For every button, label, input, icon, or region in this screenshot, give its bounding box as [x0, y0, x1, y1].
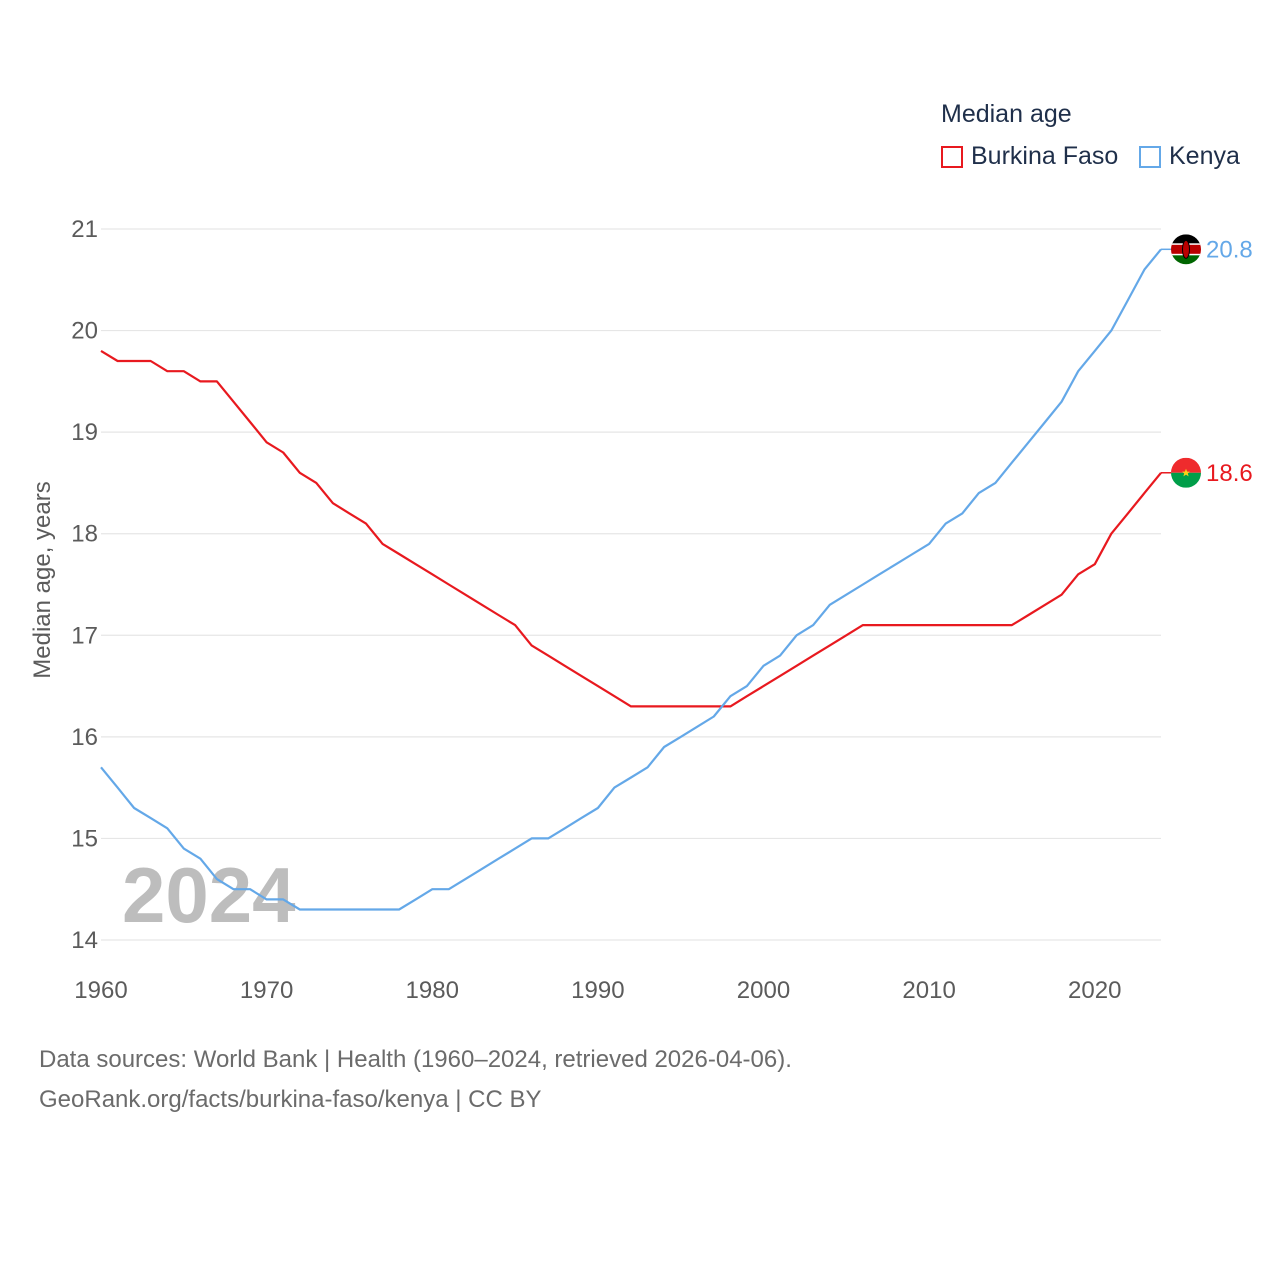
x-tick-label-2000: 2000	[737, 977, 790, 1004]
y-tick-label-18: 18	[71, 521, 98, 548]
x-tick-label-2020: 2020	[1068, 977, 1121, 1004]
flag-icon-burkina-faso	[1161, 457, 1201, 488]
year-watermark: 2024	[122, 851, 296, 939]
y-axis-ticks: 14 15 16 17 18 19 20 21	[71, 216, 98, 954]
legend-swatch-kenya	[1139, 145, 1161, 168]
x-axis-ticks: 1960 1970 1980 1990 2000 2010 2020	[74, 977, 1121, 1004]
y-tick-label-19: 19	[71, 419, 98, 446]
y-tick-label-17: 17	[71, 622, 98, 649]
y-tick-label-15: 15	[71, 825, 98, 852]
end-markers: 18.6 20.8	[1161, 234, 1253, 488]
legend-item-burkina-faso[interactable]: Burkina Faso	[941, 142, 1118, 171]
y-tick-label-20: 20	[71, 318, 98, 345]
x-tick-label-1980: 1980	[406, 977, 459, 1004]
legend-title: Median age	[941, 100, 1072, 128]
legend-item-kenya[interactable]: Kenya	[1139, 142, 1240, 171]
legend-swatch-burkina-faso	[941, 145, 963, 168]
y-tick-label-16: 16	[71, 724, 98, 751]
data-sources-text: Data sources: World Bank | Health (1960–…	[39, 1046, 792, 1073]
x-tick-label-1970: 1970	[240, 977, 293, 1004]
y-tick-label-21: 21	[71, 216, 98, 243]
x-tick-label-1960: 1960	[74, 977, 127, 1004]
y-axis-label: Median age, years	[29, 481, 56, 678]
end-value-label-kenya: 20.8	[1206, 236, 1253, 263]
attribution-link[interactable]: GeoRank.org/facts/burkina-faso/kenya | C…	[39, 1086, 542, 1113]
x-tick-label-2010: 2010	[902, 977, 955, 1004]
series-line-kenya	[100, 248, 1162, 911]
legend-label-burkina-faso: Burkina Faso	[971, 142, 1119, 170]
end-value-label-burkina-faso: 18.6	[1206, 460, 1253, 487]
series-lines	[100, 248, 1162, 911]
y-tick-label-14: 14	[71, 927, 98, 954]
legend-label-kenya: Kenya	[1169, 142, 1240, 170]
grid-lines	[101, 228, 1161, 941]
x-tick-label-1990: 1990	[571, 977, 624, 1004]
series-line-burkina-faso	[100, 349, 1162, 708]
flag-icon-kenya	[1161, 234, 1201, 265]
